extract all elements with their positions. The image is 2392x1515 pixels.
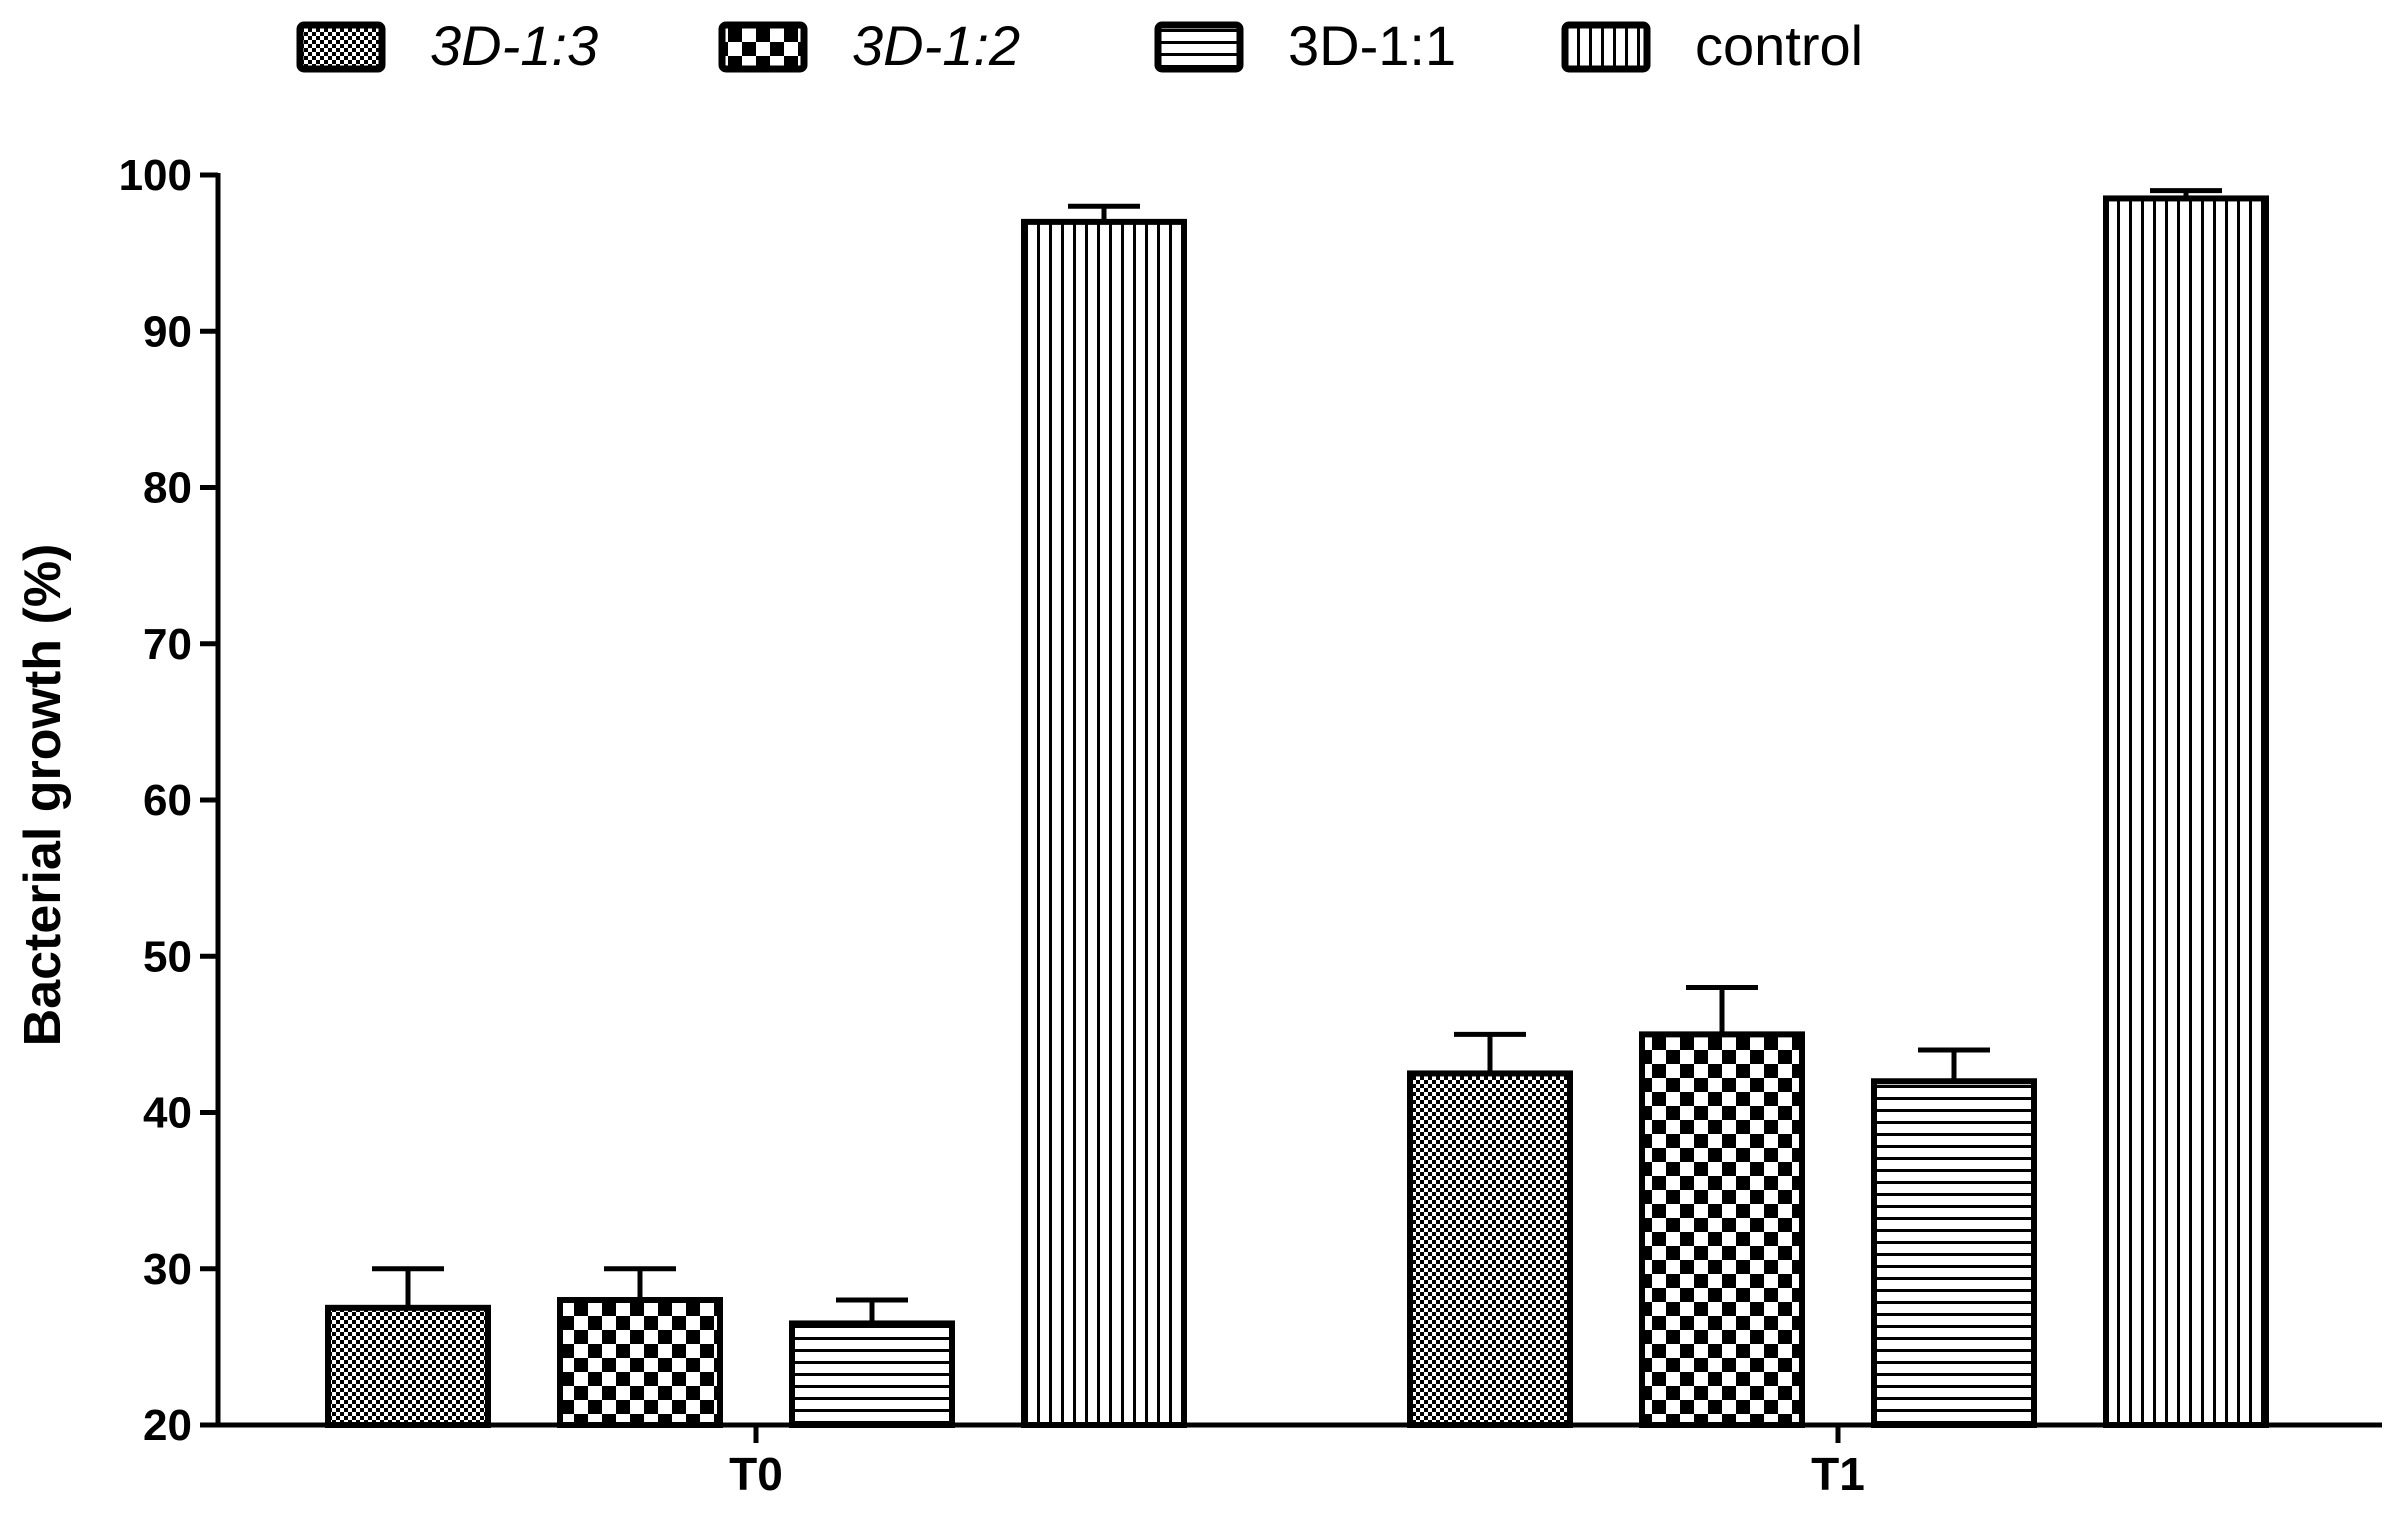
bar-T0-3D-1:1 — [789, 1320, 955, 1428]
legend-swatch-2 — [1154, 21, 1244, 73]
legend: 3D-1:3 3D-1:2 3D-1:1 control — [296, 14, 1863, 77]
axes: 20 30 40 50 60 70 80 90 100 T0 T1 — [119, 151, 2382, 1500]
y-tick-label-4: 60 — [143, 776, 192, 825]
bar-T0-3D-1:3 — [325, 1304, 491, 1428]
bar-T1-3D-1:3 — [1407, 1070, 1573, 1428]
legend-label-1: 3D-1:2 — [852, 14, 1020, 77]
y-tick-label-6: 80 — [143, 464, 192, 513]
bars — [325, 188, 2269, 1428]
legend-label-0: 3D-1:3 — [430, 14, 598, 77]
y-tick-label-5: 70 — [143, 620, 192, 669]
y-tick-label-7: 90 — [143, 307, 192, 356]
x-tick-label-1: T1 — [1811, 1448, 1865, 1500]
y-tick-label-8: 100 — [119, 151, 192, 200]
y-tick-label-3: 50 — [143, 932, 192, 981]
bar-T0-3D-1:2 — [557, 1297, 723, 1428]
legend-label-3: control — [1695, 14, 1863, 77]
legend-swatch-0 — [296, 21, 386, 73]
legend-swatch-3 — [1561, 21, 1651, 73]
y-tick-label-2: 40 — [143, 1089, 192, 1138]
x-tick-label-0: T0 — [729, 1448, 783, 1500]
y-axis-title: Bacterial growth (%) — [14, 544, 72, 1047]
bar-T0-control — [1021, 218, 1187, 1428]
y-tick-label-1: 30 — [143, 1245, 192, 1294]
legend-swatch-1 — [718, 21, 808, 73]
legend-label-2: 3D-1:1 — [1288, 14, 1456, 77]
y-tick-label-0: 20 — [143, 1401, 192, 1450]
bar-T1-3D-1:2 — [1639, 1031, 1805, 1428]
bar-T1-control — [2103, 195, 2269, 1428]
bar-T1-3D-1:1 — [1871, 1078, 2037, 1428]
